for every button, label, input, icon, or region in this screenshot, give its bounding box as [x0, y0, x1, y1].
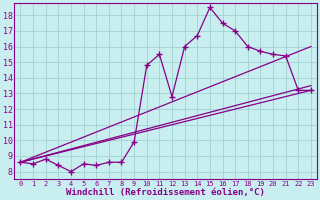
X-axis label: Windchill (Refroidissement éolien,°C): Windchill (Refroidissement éolien,°C) [66, 188, 265, 197]
